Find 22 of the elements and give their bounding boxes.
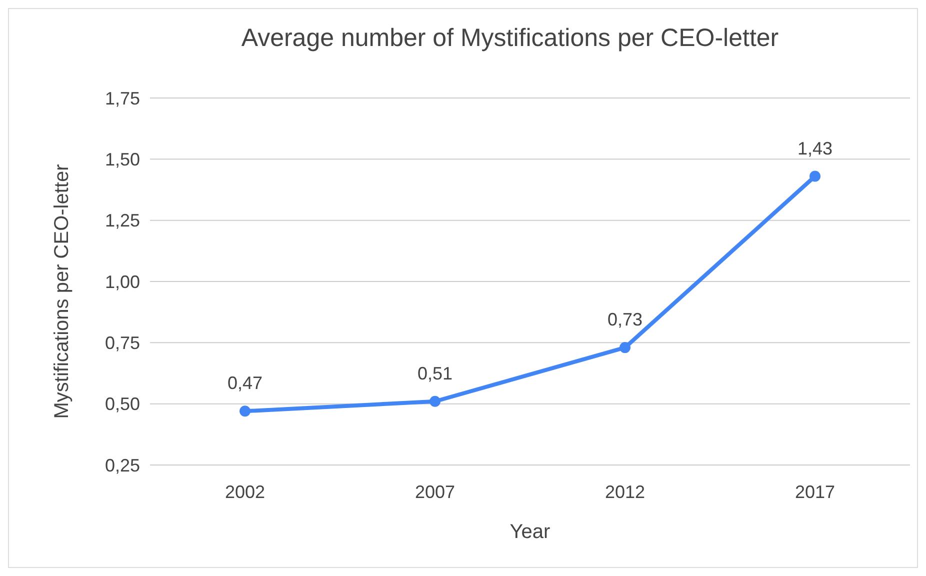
y-tick-label: 0,75 [104, 332, 140, 353]
y-tick-label: 1,25 [104, 210, 140, 231]
x-tick-label: 2002 [224, 482, 266, 502]
point [620, 342, 630, 354]
x-tick-label: 2012 [604, 482, 646, 502]
y-tick-label: 0,25 [104, 455, 140, 476]
data-label: 0,47 [227, 373, 263, 394]
x-axis-title: Year [510, 521, 551, 543]
y-tick-label: 0,50 [104, 394, 140, 414]
data-label: 0,73 [607, 310, 643, 330]
point [810, 170, 820, 182]
y-tick-label: 1,50 [104, 149, 140, 170]
data-label: 0,51 [417, 363, 453, 384]
y-tick-label: 1,75 [104, 88, 140, 108]
x-tick-label: 2017 [794, 482, 836, 502]
chart-title: Average number of Mystifications per CEO-letter [241, 24, 779, 52]
point [240, 406, 250, 417]
y-axis-title: Mystifications per CEO-letter [51, 164, 73, 419]
data-label: 1,43 [797, 138, 833, 158]
x-tick-label: 2007 [414, 482, 456, 502]
y-tick-label: 1,00 [104, 272, 140, 292]
point [430, 396, 440, 407]
